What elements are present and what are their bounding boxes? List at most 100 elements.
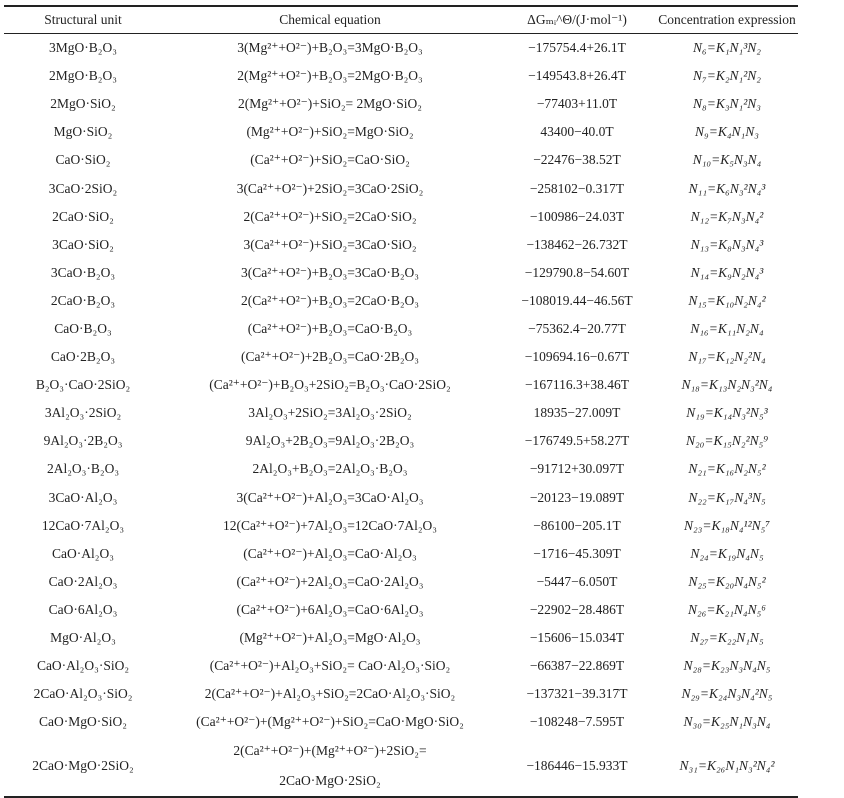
chemical-equation-cell: 2(Ca²⁺+O²⁻)+Al₂O₃+SiO₂=2CaO·Al₂O₃·SiO₂	[204, 686, 456, 702]
gibbs-energy-cell: −138462−26.732T	[526, 236, 628, 252]
table-row: 12CaO·7Al₂O₃ 12(Ca²⁺+O²⁻)+7Al₂O₃=12CaO·7A…	[4, 512, 798, 540]
gibbs-energy-cell: −175754.4+26.1T	[528, 40, 626, 56]
table-row: 2MgO·SiO₂ 2(Mg²⁺+O²⁻)+SiO₂= 2MgO·SiO₂ −774…	[4, 90, 798, 118]
table-row: CaO·B₂O₃ (Ca²⁺+O²⁻)+B₂O₃=CaO·B₂O₃ −75362.4…	[4, 315, 798, 343]
chemical-equation-cell: 2(Mg²⁺+O²⁻)+SiO₂= 2MgO·SiO₂	[238, 96, 422, 112]
chemical-equation-cell: 3Al₂O₃+2SiO₂=3Al₂O₃·2SiO₂	[248, 405, 412, 421]
chemical-equation-cell: 3(Ca²⁺+O²⁻)+SiO₂=3CaO·SiO₂	[243, 236, 417, 252]
table-row: MgO·Al₂O₃ (Mg²⁺+O²⁻)+Al₂O₃=MgO·Al₂O₃ −1560…	[4, 624, 798, 652]
concentration-cell: N₂₁=K₁₆N₂N₅²	[688, 461, 766, 477]
structural-unit-cell: 12CaO·7Al₂O₃	[41, 517, 125, 533]
concentration-cell: N₈=K₃N₁²N₃	[693, 96, 761, 112]
concentration-cell: N₁₂=K₇N₃N₄²	[690, 208, 764, 224]
header-chemical-equation: Chemical equation	[279, 12, 381, 27]
gibbs-energy-cell: −108248−7.595T	[529, 714, 625, 730]
header-concentration-expression: Concentration expression	[658, 12, 796, 27]
gibbs-energy-cell: −86100−205.1T	[533, 517, 621, 533]
chemical-equation-cell: (Ca²⁺+O²⁻)+B₂O₃=CaO·B₂O₃	[247, 320, 413, 336]
structural-unit-cell: CaO·Al₂O₃	[52, 545, 114, 561]
structural-unit-cell: 3CaO·Al₂O₃	[48, 489, 118, 505]
chemical-equation-cell: 3(Mg²⁺+O²⁻)+B₂O₃=3MgO·B₂O₃	[237, 40, 423, 56]
concentration-cell: N₂₂=K₁₇N₄³N₅	[688, 489, 766, 505]
concentration-cell: N₉=K₄N₁N₃	[695, 124, 759, 140]
gibbs-energy-cell: −15606−15.034T	[529, 630, 625, 646]
concentration-cell: N₂₉=K₂₄N₃N₄²N₅	[681, 686, 773, 702]
concentration-cell: N₇=K₂N₁²N₂	[693, 68, 761, 84]
gibbs-energy-cell: −22476−38.52T	[533, 152, 621, 168]
table-row: 3Al₂O₃·2SiO₂ 3Al₂O₃+2SiO₂=3Al₂O₃·2SiO₂ 189…	[4, 399, 798, 427]
concentration-cell: N₂₅=K₂₀N₄N₅²	[688, 573, 766, 589]
gibbs-energy-cell: −108019.44−46.56T	[521, 292, 633, 308]
thermodynamic-data-table: Structural unit Chemical equation ΔGₘᵢ^Θ…	[4, 5, 798, 798]
gibbs-energy-cell: −176749.5+58.27T	[524, 433, 630, 449]
structural-unit-cell: B₂O₃·CaO·2SiO₂	[35, 377, 131, 393]
header-structural-unit: Structural unit	[44, 12, 122, 27]
structural-unit-cell: 3CaO·SiO₂	[52, 236, 114, 252]
gibbs-energy-cell: −137321−39.317T	[526, 686, 628, 702]
concentration-cell: N₁₆=K₁₁N₂N₄	[690, 320, 764, 336]
structural-unit-cell: 2CaO·MgO·2SiO₂	[32, 758, 134, 774]
gibbs-energy-cell: 18935−27.009T	[533, 405, 621, 421]
concentration-cell: N₁₇=K₁₂N₂²N₄	[688, 349, 766, 365]
structural-unit-cell: 2MgO·SiO₂	[50, 96, 116, 112]
chemical-equation-cell: (Ca²⁺+O²⁻)+B₂O₃+2SiO₂=B₂O₃·CaO·2SiO₂	[209, 377, 451, 393]
structural-unit-cell: CaO·2B₂O₃	[50, 349, 116, 365]
chemical-equation-cell: (Ca²⁺+O²⁻)+2B₂O₃=CaO·2B₂O₃	[241, 349, 419, 365]
table-row: 3CaO·2SiO₂ 3(Ca²⁺+O²⁻)+2SiO₂=3CaO·2SiO₂ −2…	[4, 174, 798, 202]
chemical-equation-cell: 12(Ca²⁺+O²⁻)+7Al₂O₃=12CaO·7Al₂O₃	[223, 517, 437, 533]
table-row: B₂O₃·CaO·2SiO₂ (Ca²⁺+O²⁻)+B₂O₃+2SiO₂=B₂O₃…	[4, 371, 798, 399]
chemical-equation-cell: 3(Ca²⁺+O²⁻)+Al₂O₃=3CaO·Al₂O₃	[236, 489, 424, 505]
table-row: CaO·2Al₂O₃ (Ca²⁺+O²⁻)+2Al₂O₃=CaO·2Al₂O₃ −5…	[4, 568, 798, 596]
gibbs-energy-cell: −129790.8−54.60T	[524, 264, 630, 280]
gibbs-energy-cell: −149543.8+26.4T	[528, 68, 626, 84]
gibbs-energy-cell: −20123−19.089T	[529, 489, 625, 505]
gibbs-energy-cell: −91712+30.097T	[529, 461, 625, 477]
structural-unit-cell: 9Al₂O₃·2B₂O₃	[43, 433, 123, 449]
structural-unit-cell: 2CaO·Al₂O₃·SiO₂	[33, 686, 133, 702]
chemical-equation-cell: (Mg²⁺+O²⁻)+SiO₂=MgO·SiO₂	[246, 124, 414, 140]
table-row: CaO·6Al₂O₃ (Ca²⁺+O²⁻)+6Al₂O₃=CaO·6Al₂O₃ −2…	[4, 596, 798, 624]
concentration-cell: N₂₆=K₂₁N₄N₅⁶	[688, 601, 766, 617]
table-row: MgO·SiO₂ (Mg²⁺+O²⁻)+SiO₂=MgO·SiO₂ 43400−40…	[4, 118, 798, 146]
table-row: 3CaO·SiO₂ 3(Ca²⁺+O²⁻)+SiO₂=3CaO·SiO₂ −1384…	[4, 231, 798, 259]
chemical-equation-cell: (Mg²⁺+O²⁻)+Al₂O₃=MgO·Al₂O₃	[239, 630, 421, 646]
structural-unit-cell: 3MgO·B₂O₃	[49, 40, 117, 56]
table-row: 2Al₂O₃·B₂O₃ 2Al₂O₃+B₂O₃=2Al₂O₃·B₂O₃ −91712…	[4, 455, 798, 483]
equation-line-1: 2(Ca²⁺+O²⁻)+(Mg²⁺+O²⁻)+2SiO₂=	[233, 743, 427, 759]
concentration-cell: N₂₄=K₁₉N₄N₅	[690, 545, 764, 561]
table-row: CaO·SiO₂ (Ca²⁺+O²⁻)+SiO₂=CaO·SiO₂ −22476−3…	[4, 146, 798, 174]
concentration-cell: N₁₄=K₉N₂N₄³	[690, 264, 764, 280]
gibbs-energy-cell: −109694.16−0.67T	[524, 349, 630, 365]
header-row: Structural unit Chemical equation ΔGₘᵢ^Θ…	[4, 6, 798, 34]
structural-unit-cell: MgO·Al₂O₃	[50, 630, 116, 646]
concentration-cell: N₂₃=K₁₈N₄¹²N₅⁷	[683, 517, 771, 533]
table-row: 2MgO·B₂O₃ 2(Mg²⁺+O²⁻)+B₂O₃=2MgO·B₂O₃ −1495…	[4, 62, 798, 90]
table-row: 9Al₂O₃·2B₂O₃ 9Al₂O₃+2B₂O₃=9Al₂O₃·2B₂O₃ −17…	[4, 427, 798, 455]
structural-unit-cell: 3CaO·B₂O₃	[50, 264, 116, 280]
concentration-cell: N₁₃=K₈N₃N₄³	[690, 236, 764, 252]
table-row: 3MgO·B₂O₃ 3(Mg²⁺+O²⁻)+B₂O₃=3MgO·B₂O₃ −1757…	[4, 34, 798, 63]
structural-unit-cell: 3CaO·2SiO₂	[48, 180, 118, 196]
gibbs-energy-cell: −258102−0.317T	[529, 180, 625, 196]
gibbs-energy-cell: −66387−22.869T	[529, 658, 625, 674]
gibbs-energy-cell: −22902−28.486T	[529, 601, 625, 617]
structural-unit-cell: 3Al₂O₃·2SiO₂	[44, 405, 122, 421]
gibbs-energy-cell: 43400−40.0T	[540, 124, 614, 140]
chemical-equation-cell: 3(Ca²⁺+O²⁻)+B₂O₃=3CaO·B₂O₃	[241, 264, 419, 280]
table-row: CaO·Al₂O₃·SiO₂ (Ca²⁺+O²⁻)+Al₂O₃+SiO₂= CaO…	[4, 652, 798, 680]
table-row: 2CaO·MgO·2SiO₂ 2(Ca²⁺+O²⁻)+(Mg²⁺+O²⁻)+2S…	[4, 736, 798, 798]
gibbs-energy-cell: −1716−45.309T	[533, 545, 621, 561]
concentration-cell: N₃₁=K₂₆N₁N₃²N₄²	[679, 758, 775, 774]
structural-unit-cell: CaO·Al₂O₃·SiO₂	[36, 658, 130, 674]
chemical-equation-cell: 2(Ca²⁺+O²⁻)+SiO₂=2CaO·SiO₂	[243, 208, 417, 224]
concentration-cell: N₂₈=K₂₃N₃N₄N₅	[683, 658, 771, 674]
gibbs-energy-cell: −5447−6.050T	[536, 573, 618, 589]
chemical-equation-cell: (Ca²⁺+O²⁻)+(Mg²⁺+O²⁻)+SiO₂=CaO·MgO·SiO₂	[196, 714, 464, 730]
structural-unit-cell: MgO·SiO₂	[53, 124, 113, 140]
structural-unit-cell: 2Al₂O₃·B₂O₃	[46, 461, 120, 477]
chemical-equation-cell: (Ca²⁺+O²⁻)+Al₂O₃+SiO₂= CaO·Al₂O₃·SiO₂	[209, 658, 451, 674]
table-row: CaO·MgO·SiO₂ (Ca²⁺+O²⁻)+(Mg²⁺+O²⁻)+SiO₂=C…	[4, 708, 798, 736]
concentration-cell: N₃₀=K₂₅N₁N₃N₄	[683, 714, 771, 730]
gibbs-energy-cell: −75362.4−20.77T	[528, 320, 626, 336]
structural-unit-cell: CaO·MgO·SiO₂	[39, 714, 127, 730]
